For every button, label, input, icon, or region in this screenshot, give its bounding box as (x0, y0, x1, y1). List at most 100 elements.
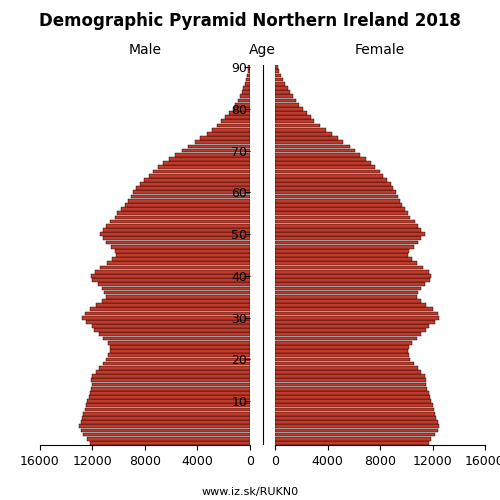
Bar (275, 354, 409, 357)
Bar (275, 236, 420, 240)
Bar (275, 245, 414, 248)
Bar (275, 111, 306, 115)
Bar (153, 170, 250, 173)
Bar (98, 282, 250, 286)
Bar (164, 162, 250, 165)
Bar (80, 428, 250, 432)
Bar (275, 90, 290, 94)
Bar (275, 166, 375, 169)
Bar (275, 262, 417, 265)
Bar (242, 90, 250, 94)
Bar (99, 366, 250, 370)
Bar (275, 404, 432, 407)
Text: www.iz.sk/RUKN0: www.iz.sk/RUKN0 (202, 488, 298, 498)
Bar (104, 290, 250, 294)
Bar (87, 400, 250, 403)
Bar (106, 295, 250, 298)
Bar (275, 278, 430, 282)
Bar (275, 224, 418, 228)
Bar (275, 186, 393, 190)
Bar (275, 140, 344, 144)
Bar (275, 374, 424, 378)
Bar (195, 140, 250, 144)
Bar (275, 199, 400, 202)
Bar (92, 278, 250, 282)
Bar (103, 236, 250, 240)
Bar (92, 324, 250, 328)
Bar (96, 370, 250, 374)
Bar (275, 424, 439, 428)
Bar (275, 316, 439, 320)
Bar (275, 332, 420, 336)
Bar (90, 391, 250, 394)
Bar (275, 207, 405, 211)
Bar (275, 345, 409, 348)
Bar (275, 182, 390, 186)
Bar (110, 349, 250, 353)
Bar (110, 220, 250, 224)
Bar (275, 299, 420, 303)
Bar (96, 303, 250, 307)
Bar (149, 174, 250, 178)
Bar (275, 366, 418, 370)
Bar (217, 124, 250, 128)
Bar (275, 220, 416, 224)
Bar (275, 132, 332, 136)
Bar (275, 136, 338, 140)
Bar (82, 416, 250, 420)
Bar (275, 190, 396, 194)
Bar (275, 400, 431, 403)
Bar (188, 144, 250, 148)
Bar (275, 240, 418, 244)
Bar (108, 341, 250, 344)
Bar (110, 345, 250, 348)
Bar (94, 328, 250, 332)
Bar (275, 290, 418, 294)
Bar (275, 128, 326, 132)
Bar (275, 65, 278, 69)
Bar (275, 274, 431, 278)
Bar (275, 349, 407, 353)
Bar (275, 408, 434, 412)
Bar (106, 240, 250, 244)
Bar (275, 74, 281, 78)
Bar (91, 378, 250, 382)
Bar (244, 86, 250, 90)
Bar (275, 386, 428, 390)
Bar (80, 424, 250, 428)
Bar (275, 94, 293, 98)
Bar (238, 98, 250, 102)
Bar (90, 308, 250, 311)
Bar (275, 232, 424, 236)
Bar (90, 441, 250, 445)
Bar (115, 216, 250, 220)
Bar (275, 162, 371, 165)
Bar (275, 216, 410, 220)
Bar (275, 116, 310, 119)
Bar (275, 258, 411, 261)
Bar (275, 324, 428, 328)
Bar (275, 362, 414, 366)
Bar (99, 332, 250, 336)
Text: Age: Age (249, 44, 276, 58)
Bar (106, 358, 250, 362)
Bar (116, 253, 250, 257)
Bar (95, 270, 250, 274)
Bar (275, 382, 426, 386)
Bar (107, 262, 250, 265)
Bar (275, 124, 320, 128)
Bar (103, 228, 250, 232)
Bar (275, 174, 382, 178)
Bar (275, 157, 366, 161)
Bar (91, 386, 250, 390)
Text: Female: Female (355, 44, 405, 58)
Bar (275, 328, 426, 332)
Bar (175, 153, 250, 156)
Bar (80, 420, 250, 424)
Bar (275, 144, 350, 148)
Text: Demographic Pyramid Northern Ireland 2018: Demographic Pyramid Northern Ireland 201… (39, 12, 461, 30)
Bar (140, 182, 250, 186)
Bar (275, 194, 398, 198)
Bar (275, 341, 411, 344)
Bar (103, 336, 250, 340)
